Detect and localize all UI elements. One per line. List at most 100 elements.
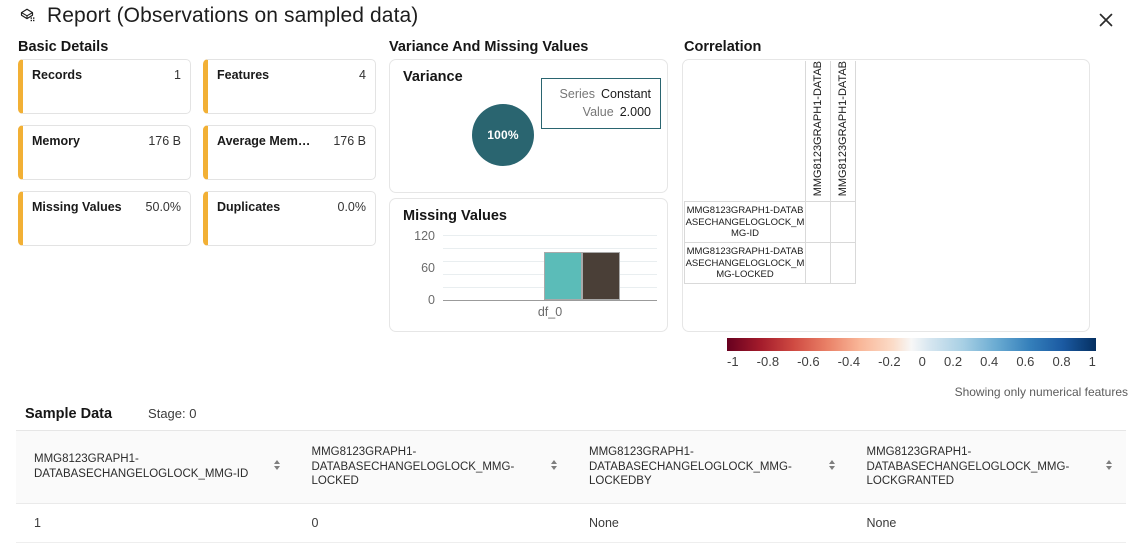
variance-pie-chart[interactable]: 100% bbox=[472, 104, 534, 166]
card-row: Memory 176 B Average Mem… 176 B bbox=[18, 125, 381, 180]
stat-value: 176 B bbox=[148, 134, 181, 148]
sample-data-header: Sample Data Stage: 0 bbox=[25, 406, 196, 422]
section-heading-basic-details: Basic Details bbox=[18, 39, 109, 55]
sample-data-stage: Stage: 0 bbox=[148, 406, 197, 421]
colorbar-tick: 0 bbox=[918, 354, 926, 369]
column-title: MMG8123GRAPH1-DATABASECHANGELOGLOCK_MMG-… bbox=[34, 453, 249, 480]
heatmap-cell[interactable] bbox=[830, 201, 856, 244]
colorbar-tick: 0.2 bbox=[943, 354, 963, 369]
colorbar-tick: -0.6 bbox=[797, 354, 820, 369]
card-row: Records 1 Features 4 bbox=[18, 59, 381, 114]
dialog-header: Report (Observations on sampled data) bbox=[18, 4, 418, 28]
tooltip-series-key: Series bbox=[559, 87, 595, 101]
stat-label: Missing Values bbox=[32, 200, 122, 214]
table-column-header[interactable]: MMG8123GRAPH1-DATABASECHANGELOGLOCK_MMG-… bbox=[293, 430, 571, 504]
section-heading-correlation: Correlation bbox=[684, 39, 762, 55]
table-column-header[interactable]: MMG8123GRAPH1-DATABASECHANGELOGLOCK_MMG-… bbox=[848, 430, 1126, 504]
y-tick-60: 60 bbox=[421, 261, 435, 275]
x-axis-label: df_0 bbox=[537, 305, 563, 319]
stat-label: Memory bbox=[32, 134, 80, 148]
correlation-table: MMG8123GRAPH1-DATAB MMG8123GRAPH1-DATAB … bbox=[684, 61, 856, 285]
card-row: Missing Values 50.0% Duplicates 0.0% bbox=[18, 191, 381, 246]
variance-tooltip: Series Constant Value 2.000 bbox=[541, 78, 661, 129]
stat-card-memory: Memory 176 B bbox=[18, 125, 191, 180]
stat-card-records: Records 1 bbox=[18, 59, 191, 114]
table-cell: None bbox=[571, 503, 849, 543]
colorbar-tick: 1 bbox=[1088, 354, 1096, 369]
colorbar-tick: 0.6 bbox=[1016, 354, 1035, 369]
column-header: MMG8123GRAPH1-DATAB bbox=[830, 61, 856, 202]
sort-icon[interactable] bbox=[549, 458, 559, 477]
colorbar-ticks: -1 -0.8 -0.6 -0.4 -0.2 0 0.2 0.4 0.6 0.8… bbox=[727, 354, 1096, 369]
colorbar-tick: -0.8 bbox=[756, 354, 780, 369]
column-title: MMG8123GRAPH1-DATABASECHANGELOGLOCK_MMG-… bbox=[589, 446, 792, 487]
heatmap-cell[interactable] bbox=[805, 242, 831, 285]
column-title: MMG8123GRAPH1-DATABASECHANGELOGLOCK_MMG-… bbox=[311, 446, 515, 487]
table-row: 1 0 None None bbox=[16, 503, 1126, 543]
sort-icon[interactable] bbox=[272, 458, 282, 477]
sort-icon[interactable] bbox=[1104, 458, 1114, 477]
table-body: 1 0 None None bbox=[16, 503, 1126, 543]
sample-data-title: Sample Data bbox=[25, 406, 113, 422]
tooltip-value-row: Value 2.000 bbox=[551, 103, 651, 121]
correlation-row: MMG8123GRAPH1-DATABASECHANGELOGLOCK_MMG-… bbox=[684, 242, 856, 285]
table-cell: 0 bbox=[293, 503, 571, 543]
colorbar-tick: 0.8 bbox=[1052, 354, 1071, 369]
missing-values-bar-chart: 120 60 0 df_0 bbox=[390, 229, 669, 329]
stat-value: 4 bbox=[359, 68, 366, 82]
missing-values-panel-title: Missing Values bbox=[403, 208, 507, 224]
pie-slice-label: 100% bbox=[487, 128, 519, 142]
x-axis-line bbox=[443, 300, 657, 301]
missing-values-panel: Missing Values 120 60 0 df_0 bbox=[389, 198, 668, 332]
tooltip-series-value: Constant bbox=[600, 87, 651, 101]
table-column-header[interactable]: MMG8123GRAPH1-DATABASECHANGELOGLOCK_MMG-… bbox=[571, 430, 849, 504]
close-icon bbox=[1097, 11, 1115, 32]
tooltip-series-row: Series Constant bbox=[551, 85, 651, 103]
colorbar-tick: -0.2 bbox=[878, 354, 901, 369]
correlation-panel: MMG8123GRAPH1-DATAB MMG8123GRAPH1-DATAB … bbox=[682, 59, 1090, 332]
colorbar-tick: 0.4 bbox=[980, 354, 999, 369]
gridline bbox=[443, 235, 657, 236]
correlation-row: MMG8123GRAPH1-DATABASECHANGELOGLOCK_MMG-… bbox=[684, 201, 856, 244]
heatmap-cell[interactable] bbox=[830, 242, 856, 285]
correlation-colorbar: -1 -0.8 -0.6 -0.4 -0.2 0 0.2 0.4 0.6 0.8… bbox=[727, 338, 1096, 369]
stat-card-features: Features 4 bbox=[203, 59, 376, 114]
table-header-row: MMG8123GRAPH1-DATABASECHANGELOGLOCK_MMG-… bbox=[16, 430, 1126, 504]
y-tick-0: 0 bbox=[428, 293, 435, 307]
column-header: MMG8123GRAPH1-DATAB bbox=[805, 61, 831, 202]
column-title: MMG8123GRAPH1-DATABASECHANGELOGLOCK_MMG-… bbox=[866, 446, 1070, 487]
y-tick-120: 120 bbox=[414, 229, 435, 243]
bar-series-2[interactable] bbox=[582, 252, 620, 300]
sort-icon[interactable] bbox=[827, 458, 837, 477]
tooltip-value-value: 2.000 bbox=[619, 105, 651, 119]
stat-value: 176 B bbox=[333, 134, 366, 148]
stat-label: Features bbox=[217, 68, 270, 82]
table-head: MMG8123GRAPH1-DATABASECHANGELOGLOCK_MMG-… bbox=[16, 430, 1126, 504]
stat-card-average-memory: Average Mem… 176 B bbox=[203, 125, 376, 180]
table-cell: None bbox=[848, 503, 1126, 543]
bar-series-1[interactable] bbox=[544, 252, 582, 300]
colorbar-tick: -0.4 bbox=[837, 354, 861, 369]
variance-panel-title: Variance bbox=[403, 69, 463, 85]
close-button[interactable] bbox=[1094, 9, 1118, 33]
table-cell: 1 bbox=[16, 503, 294, 543]
pie-slice-constant[interactable]: 100% bbox=[472, 104, 534, 166]
stat-value: 50.0% bbox=[145, 200, 181, 214]
stat-label: Duplicates bbox=[217, 200, 281, 214]
row-header: MMG8123GRAPH1-DATABASECHANGELOGLOCK_MMG-… bbox=[684, 201, 806, 244]
page-title: Report (Observations on sampled data) bbox=[47, 4, 419, 27]
colorbar-tick: -1 bbox=[727, 354, 739, 369]
stat-label: Average Mem… bbox=[217, 134, 311, 148]
sample-data-table: MMG8123GRAPH1-DATABASECHANGELOGLOCK_MMG-… bbox=[16, 430, 1126, 543]
cube-icon bbox=[18, 6, 38, 26]
stat-card-missing-values: Missing Values 50.0% bbox=[18, 191, 191, 246]
column-label: MMG8123GRAPH1-DATAB bbox=[812, 61, 824, 197]
column-label: MMG8123GRAPH1-DATAB bbox=[837, 61, 849, 197]
corner-cell bbox=[684, 61, 806, 202]
heatmap-cell[interactable] bbox=[805, 201, 831, 244]
correlation-note: Showing only numerical features bbox=[954, 385, 1128, 399]
table-column-header[interactable]: MMG8123GRAPH1-DATABASECHANGELOGLOCK_MMG-… bbox=[16, 430, 294, 504]
stat-value: 0.0% bbox=[337, 200, 367, 214]
stat-card-duplicates: Duplicates 0.0% bbox=[203, 191, 376, 246]
